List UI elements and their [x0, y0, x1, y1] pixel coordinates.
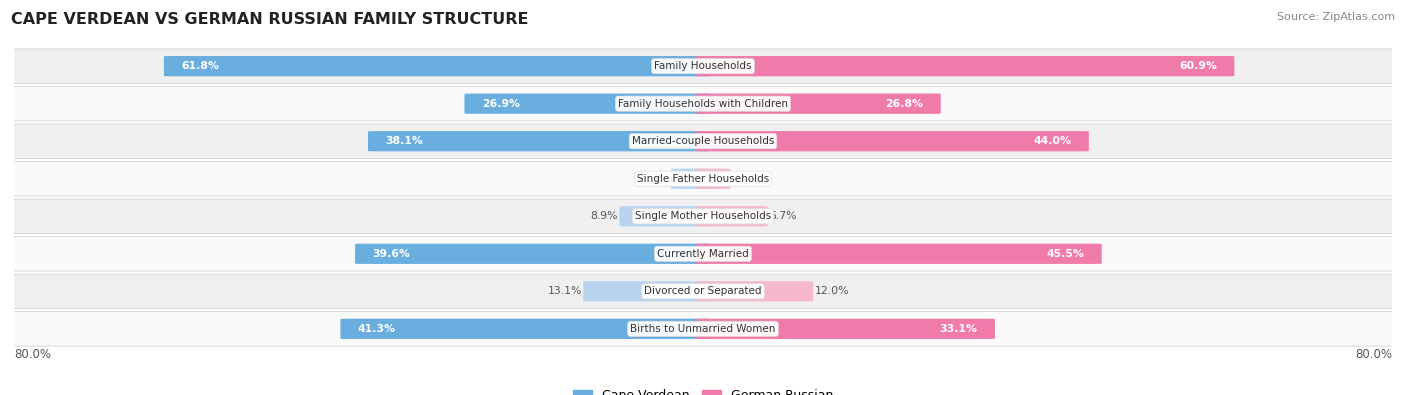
Text: 80.0%: 80.0% — [1355, 348, 1392, 361]
FancyBboxPatch shape — [671, 169, 710, 189]
FancyBboxPatch shape — [696, 206, 768, 226]
Text: Single Father Households: Single Father Households — [637, 174, 769, 184]
Text: Family Households: Family Households — [654, 61, 752, 71]
Text: 13.1%: 13.1% — [547, 286, 582, 296]
FancyBboxPatch shape — [368, 131, 710, 151]
FancyBboxPatch shape — [165, 56, 710, 76]
Text: 61.8%: 61.8% — [181, 61, 219, 71]
Text: 6.7%: 6.7% — [769, 211, 796, 221]
FancyBboxPatch shape — [0, 274, 1406, 308]
Text: Currently Married: Currently Married — [657, 249, 749, 259]
FancyBboxPatch shape — [0, 312, 1406, 346]
FancyBboxPatch shape — [620, 206, 710, 226]
Text: 2.9%: 2.9% — [643, 174, 669, 184]
FancyBboxPatch shape — [696, 169, 731, 189]
FancyBboxPatch shape — [0, 237, 1406, 271]
Text: 41.3%: 41.3% — [357, 324, 395, 334]
Text: Source: ZipAtlas.com: Source: ZipAtlas.com — [1277, 12, 1395, 22]
Text: 12.0%: 12.0% — [814, 286, 849, 296]
FancyBboxPatch shape — [696, 281, 813, 301]
FancyBboxPatch shape — [696, 94, 941, 114]
Text: 33.1%: 33.1% — [939, 324, 977, 334]
Text: Divorced or Separated: Divorced or Separated — [644, 286, 762, 296]
Text: 38.1%: 38.1% — [385, 136, 423, 146]
Text: 26.9%: 26.9% — [482, 99, 520, 109]
FancyBboxPatch shape — [356, 244, 710, 264]
FancyBboxPatch shape — [583, 281, 710, 301]
FancyBboxPatch shape — [0, 199, 1406, 233]
Text: Births to Unmarried Women: Births to Unmarried Women — [630, 324, 776, 334]
Legend: Cape Verdean, German Russian: Cape Verdean, German Russian — [568, 384, 838, 395]
Text: Family Households with Children: Family Households with Children — [619, 99, 787, 109]
FancyBboxPatch shape — [0, 124, 1406, 158]
FancyBboxPatch shape — [0, 87, 1406, 121]
Text: 45.5%: 45.5% — [1046, 249, 1084, 259]
Text: 44.0%: 44.0% — [1033, 136, 1071, 146]
Text: 60.9%: 60.9% — [1180, 61, 1218, 71]
Text: 80.0%: 80.0% — [14, 348, 51, 361]
FancyBboxPatch shape — [340, 319, 710, 339]
Text: 2.4%: 2.4% — [733, 174, 759, 184]
FancyBboxPatch shape — [696, 131, 1088, 151]
Text: Single Mother Households: Single Mother Households — [636, 211, 770, 221]
Text: 26.8%: 26.8% — [886, 99, 924, 109]
Text: 8.9%: 8.9% — [591, 211, 619, 221]
FancyBboxPatch shape — [0, 49, 1406, 83]
FancyBboxPatch shape — [696, 56, 1234, 76]
Text: 39.6%: 39.6% — [373, 249, 411, 259]
FancyBboxPatch shape — [0, 162, 1406, 196]
FancyBboxPatch shape — [696, 319, 995, 339]
FancyBboxPatch shape — [696, 244, 1102, 264]
FancyBboxPatch shape — [464, 94, 710, 114]
Text: CAPE VERDEAN VS GERMAN RUSSIAN FAMILY STRUCTURE: CAPE VERDEAN VS GERMAN RUSSIAN FAMILY ST… — [11, 12, 529, 27]
Text: Married-couple Households: Married-couple Households — [631, 136, 775, 146]
